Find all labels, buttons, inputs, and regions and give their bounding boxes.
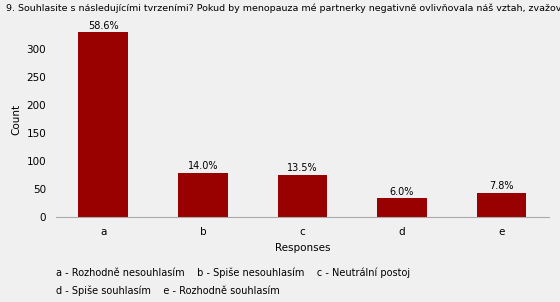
Text: 6.0%: 6.0% bbox=[390, 187, 414, 197]
Text: 13.5%: 13.5% bbox=[287, 163, 318, 173]
Text: 7.8%: 7.8% bbox=[489, 181, 514, 191]
Bar bbox=[178, 173, 228, 217]
Text: 9. Souhlasite s následujícími tvrzeními? Pokud by menopauza mé partnerky negativ: 9. Souhlasite s následujícími tvrzeními?… bbox=[6, 3, 560, 12]
Bar bbox=[278, 175, 327, 217]
Text: 14.0%: 14.0% bbox=[188, 162, 218, 172]
X-axis label: Responses: Responses bbox=[274, 243, 330, 253]
Text: d - Spiše souhlasím    e - Rozhodně souhlasím: d - Spiše souhlasím e - Rozhodně souhlas… bbox=[56, 285, 280, 296]
Y-axis label: Count: Count bbox=[11, 104, 21, 135]
Bar bbox=[377, 198, 427, 217]
Bar bbox=[78, 32, 128, 217]
Bar bbox=[477, 193, 526, 217]
Text: a - Rozhodně nesouhlasím    b - Spiše nesouhlasím    c - Neutrální postoj: a - Rozhodně nesouhlasím b - Spiše nesou… bbox=[56, 267, 410, 278]
Text: 58.6%: 58.6% bbox=[88, 21, 119, 31]
